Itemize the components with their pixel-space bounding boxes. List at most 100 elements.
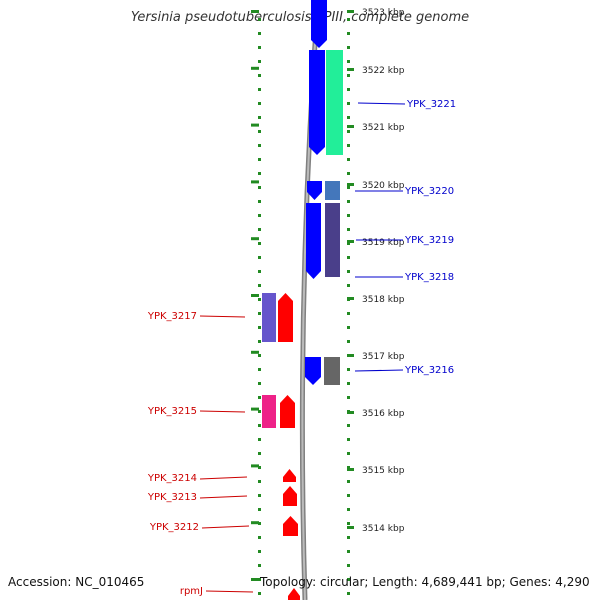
gene-arrow-YPK_3212 (283, 516, 298, 536)
right-ruler-dot (347, 172, 350, 175)
left-ruler-dot (258, 592, 261, 595)
scale-tick-label: 3521 kbp (362, 123, 405, 133)
left-ruler-dot (258, 74, 261, 77)
gene-arrow-YPK_3214 (283, 469, 296, 482)
right-ruler-dot (347, 186, 350, 189)
scale-tick-label: 3522 kbp (362, 66, 405, 76)
left-ruler-dot (258, 200, 261, 203)
gene-label: rpmJ (180, 586, 203, 597)
scale-tick-label: 3516 kbp (362, 409, 405, 419)
genome-title: Yersinia pseudotuberculosis YPIII, compl… (130, 10, 470, 25)
left-ruler-dot (258, 340, 261, 343)
scale-tick-label: 3519 kbp (362, 238, 405, 248)
scale-tick-label: 3518 kbp (362, 295, 405, 305)
cog-box-YPK_3217 (262, 293, 276, 342)
right-ruler-dot (347, 536, 350, 539)
left-ruler-tick (251, 464, 259, 468)
right-ruler-dot (347, 256, 350, 259)
left-ruler-tick (251, 123, 259, 127)
scale-tick-mark (347, 183, 354, 186)
left-ruler-dot (258, 438, 261, 441)
right-ruler-dot (347, 424, 350, 427)
right-ruler-dot (347, 438, 350, 441)
right-ruler-dot (347, 466, 350, 469)
right-ruler-dot (347, 228, 350, 231)
gene-label: YPK_3221 (406, 99, 456, 110)
right-ruler-dot (347, 102, 350, 105)
gene-label-leader (199, 315, 246, 318)
left-ruler-dot (258, 284, 261, 287)
gene-arrow-YPK_3213 (283, 486, 297, 506)
left-ruler-dot (258, 466, 261, 469)
left-ruler-dot (258, 172, 261, 175)
scale-tick-mark (347, 68, 354, 71)
left-ruler-dot (258, 326, 261, 329)
gene-arrow-top-partial (311, 0, 327, 48)
gene-label: YPK_3217 (147, 311, 197, 322)
left-ruler-dot (258, 578, 261, 581)
left-ruler-dot (258, 550, 261, 553)
left-ruler-dot (258, 116, 261, 119)
left-ruler-dot (258, 410, 261, 413)
left-ruler-dot (258, 46, 261, 49)
gene-label-leader (205, 590, 254, 593)
right-ruler-dot (347, 578, 350, 581)
left-ruler-dot (258, 494, 261, 497)
right-ruler-dot (347, 74, 350, 77)
right-ruler-dot (347, 88, 350, 91)
gene-arrow-YPK_3217 (278, 293, 293, 342)
gene-label-leader (357, 102, 406, 105)
left-ruler-dot (258, 298, 261, 301)
scale-tick-label: 3517 kbp (362, 352, 405, 362)
accession-text: Accession: NC_010465 (8, 575, 145, 589)
right-ruler-dot (347, 550, 350, 553)
right-ruler-dot (347, 368, 350, 371)
left-ruler-dot (258, 508, 261, 511)
scale-tick-mark (347, 297, 354, 300)
left-ruler-dot (258, 130, 261, 133)
gene-label: YPK_3216 (404, 365, 454, 376)
right-ruler-dot (347, 480, 350, 483)
right-ruler-dot (347, 382, 350, 385)
left-ruler-dot (258, 564, 261, 567)
gene-label: YPK_3213 (147, 492, 197, 503)
scale-tick-mark (347, 468, 354, 471)
right-ruler-dot (347, 312, 350, 315)
right-ruler-dot (347, 242, 350, 245)
left-ruler-dot (258, 88, 261, 91)
gene-label-leader (199, 495, 248, 499)
genome-summary-text: Topology: circular; Length: 4,689,441 bp… (260, 575, 590, 589)
left-ruler-dot (258, 382, 261, 385)
gene-label-leader (199, 410, 246, 413)
left-ruler-dot (258, 522, 261, 525)
scale-tick-label: 3523 kbp (362, 8, 405, 18)
scale-tick-mark (347, 10, 354, 13)
gene-label: YPK_3214 (147, 473, 197, 484)
right-ruler-dot (347, 116, 350, 119)
scale-tick-mark (347, 411, 354, 414)
scale-tick-mark (347, 526, 354, 529)
scale-tick-mark (347, 125, 354, 128)
right-ruler-dot (347, 214, 350, 217)
right-ruler-dot (347, 522, 350, 525)
gene-label: YPK_3218 (404, 272, 454, 283)
right-ruler-dot (347, 452, 350, 455)
gene-arrow-YPK_3216 (305, 357, 321, 385)
gene-arrow-YPK_3221 (309, 50, 325, 155)
left-ruler-dot (258, 480, 261, 483)
left-ruler-dot (258, 312, 261, 315)
left-ruler-dot (258, 32, 261, 35)
left-ruler-tick (251, 294, 259, 297)
right-ruler-dot (347, 158, 350, 161)
left-ruler-tick (251, 407, 259, 411)
left-ruler-dot (258, 144, 261, 147)
gene-label-leader (201, 525, 250, 529)
gene-label: YPK_3215 (147, 406, 197, 417)
gene-label-leader (354, 369, 404, 372)
left-ruler-tick (251, 350, 259, 354)
gene-label-leader (199, 476, 248, 480)
scale-tick-label: 3515 kbp (362, 466, 405, 476)
left-ruler-tick (251, 180, 259, 184)
right-ruler-dot (347, 46, 350, 49)
